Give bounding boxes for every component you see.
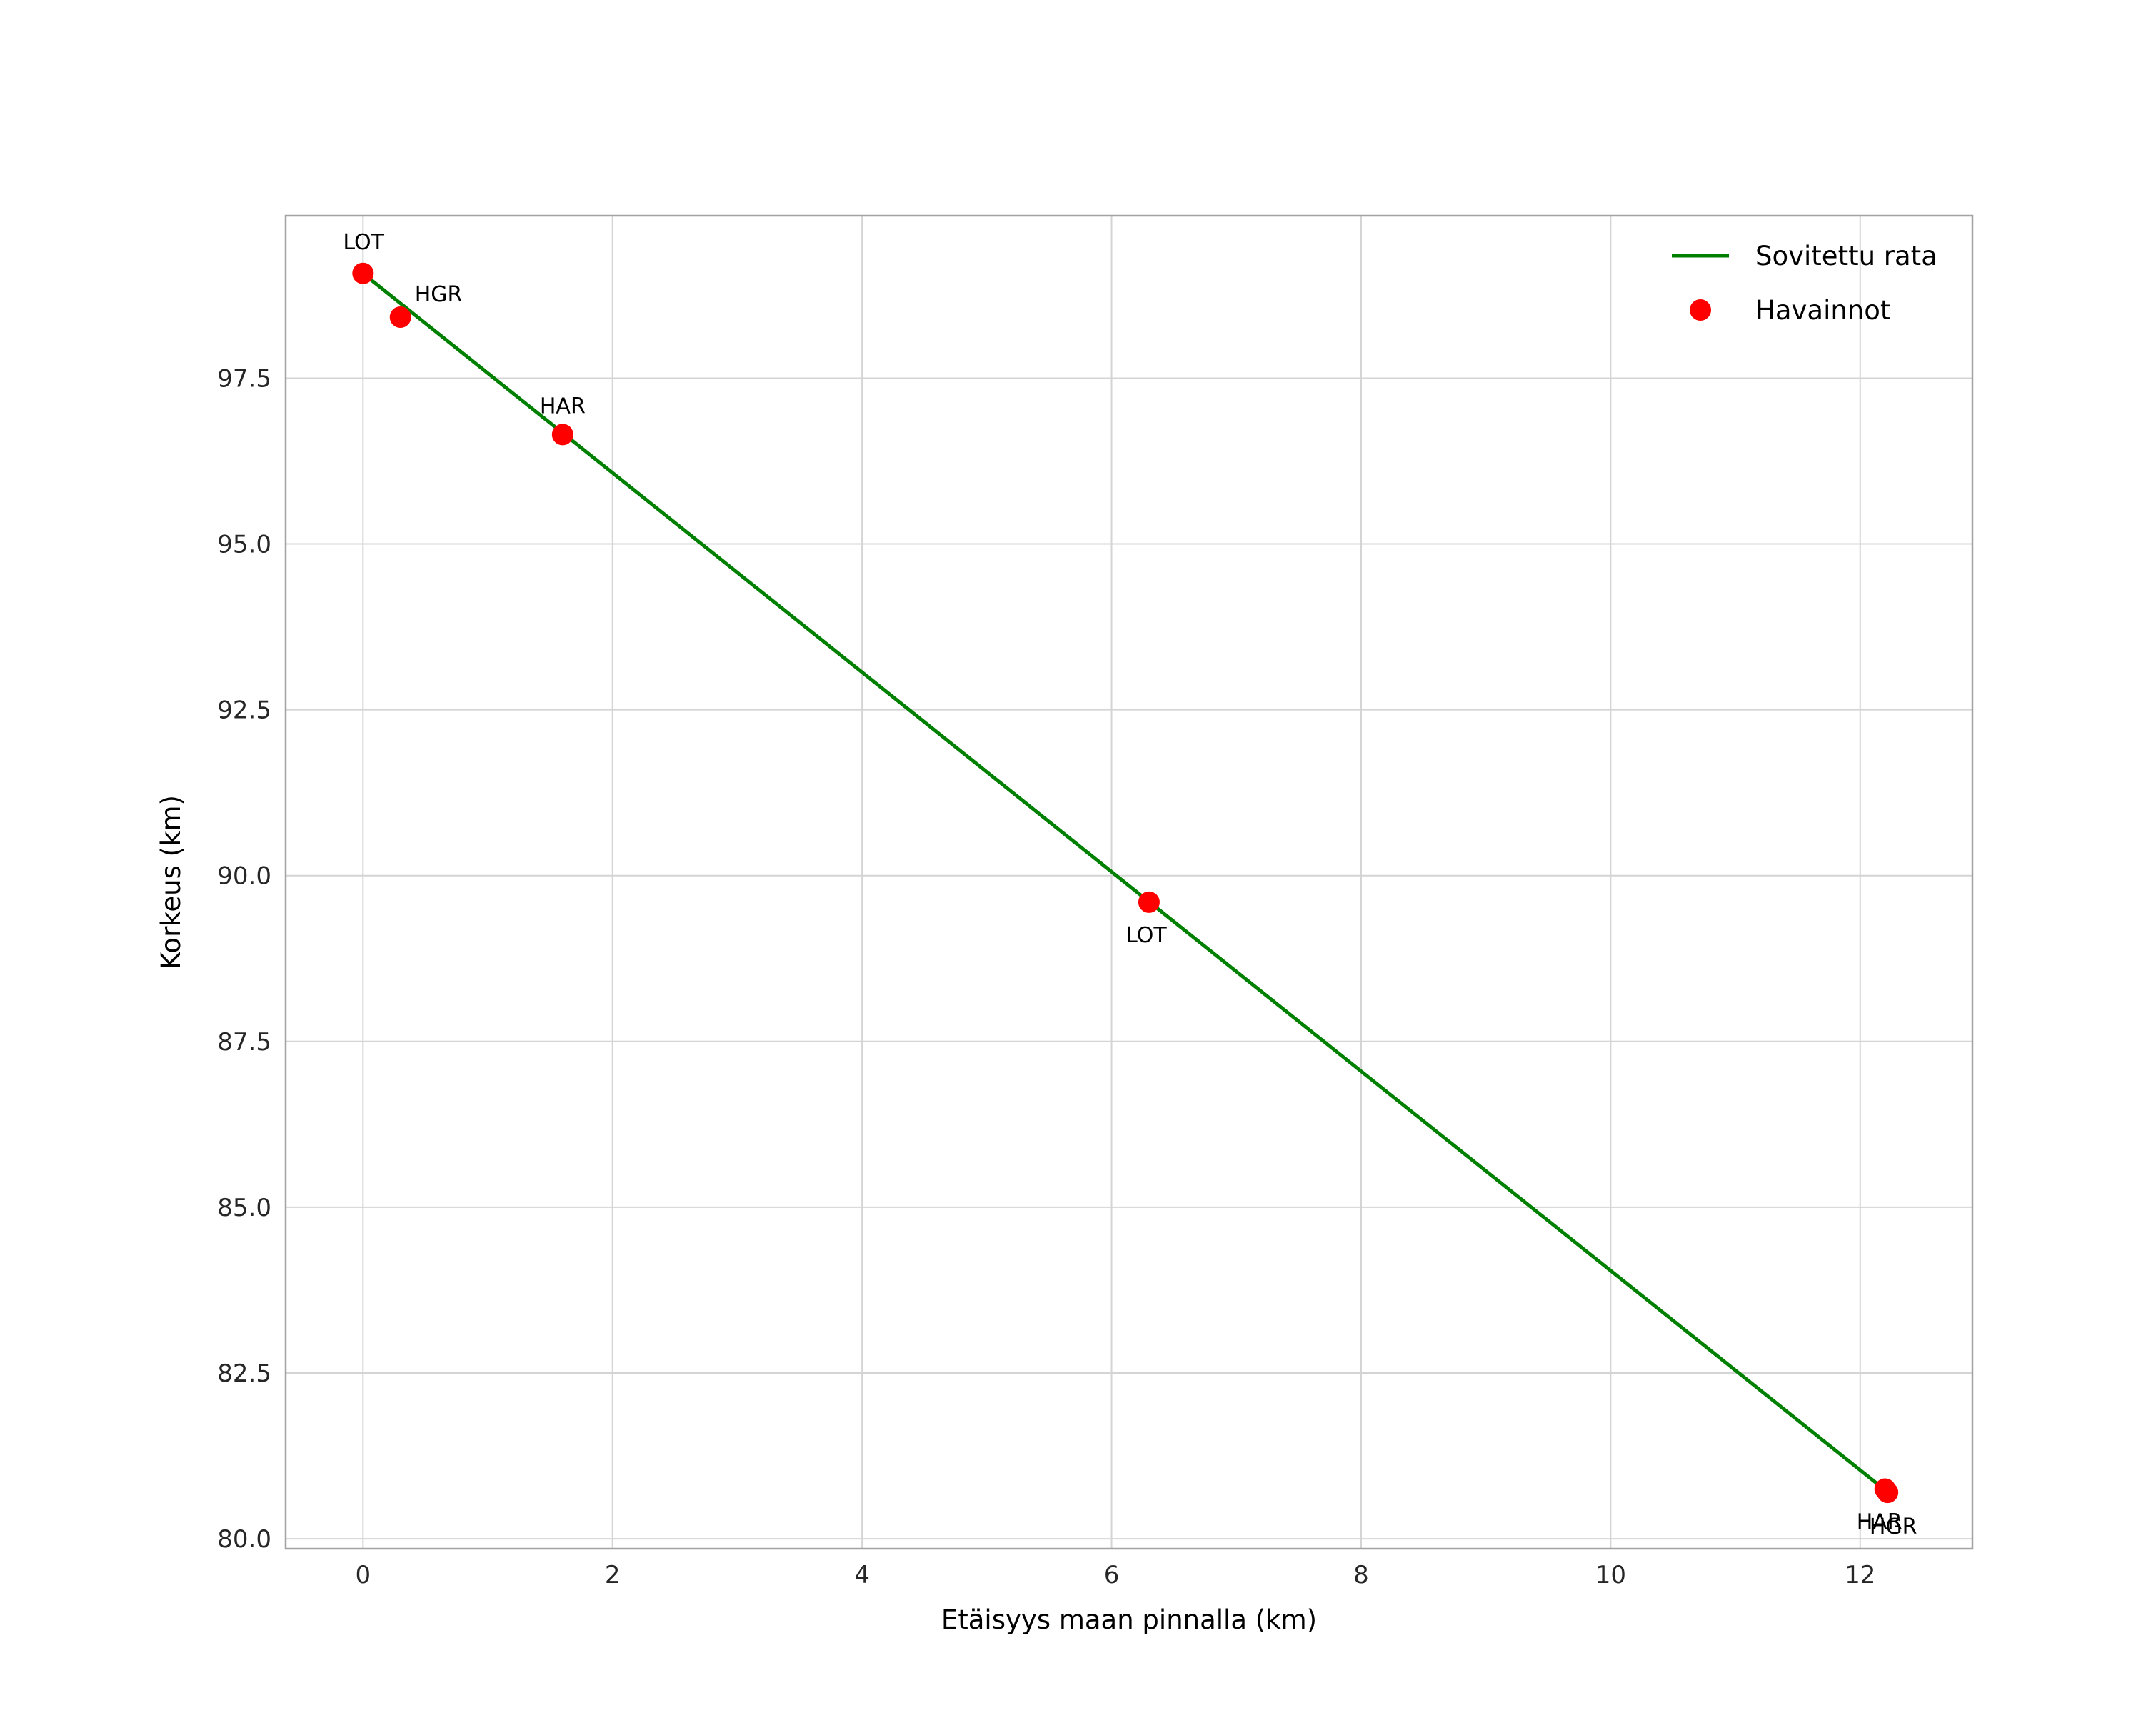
x-tick-label: 2 [605,1561,621,1589]
observation-point [1138,891,1160,913]
y-tick-label: 90.0 [217,862,271,891]
observation-point [389,306,411,329]
x-tick-label: 4 [854,1561,870,1589]
y-tick-label: 97.5 [217,364,271,393]
y-tick-label: 92.5 [217,696,271,725]
x-tick-label: 8 [1353,1561,1369,1589]
y-tick-label: 85.0 [217,1194,271,1222]
legend-label: Havainnot [1755,295,1890,326]
legend-label: Sovitettu rata [1755,241,1937,271]
x-axis-label: Etäisyys maan pinnalla (km) [941,1604,1317,1635]
x-tick-label: 12 [1845,1561,1875,1589]
y-tick-label: 95.0 [217,531,271,559]
x-tick-label: 0 [355,1561,371,1589]
point-label: HAR [540,394,586,419]
fitted-line [361,271,1888,1493]
y-tick-label: 80.0 [217,1525,271,1554]
plot-border [284,214,1974,1550]
point-label: HAR [1857,1509,1902,1534]
x-tick-label: 10 [1595,1561,1626,1589]
observation-point [1877,1482,1899,1504]
observation-point [352,262,374,284]
point-label: LOT [1125,923,1167,948]
y-tick-label: 82.5 [217,1359,271,1388]
x-tick-label: 6 [1104,1561,1120,1589]
y-tick-label: 87.5 [217,1028,271,1057]
point-label: LOT [343,230,384,255]
point-label: HGR [1870,1514,1917,1539]
observation-point [551,424,573,446]
y-axis-label: Korkeus (km) [156,795,186,969]
point-label: HGR [415,282,463,307]
legend-marker-sample [1690,299,1711,321]
